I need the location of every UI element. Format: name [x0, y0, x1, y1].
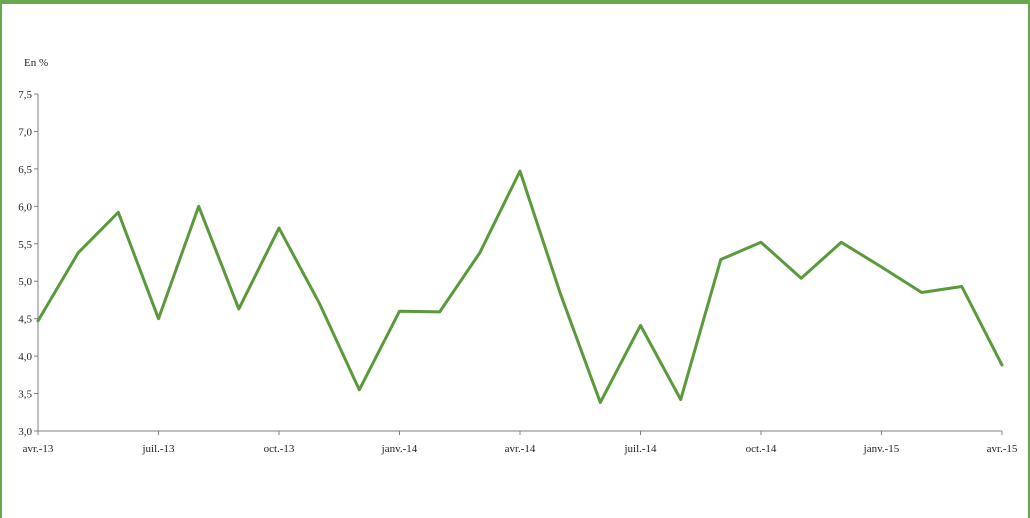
y-tick-label: 3,5 — [18, 389, 32, 401]
y-tick-label: 5,5 — [18, 239, 32, 251]
x-axis: avr.-13 juil.-13 oct.-13 janv.-14 avr.-14 jui… — [23, 430, 1018, 455]
x-tick-label: avr.-14 — [505, 443, 536, 455]
y-tick-label: 4,0 — [18, 351, 32, 363]
x-tick-label: janv.-14 — [381, 443, 418, 455]
y-tick-label: 7,0 — [18, 126, 32, 138]
y-axis: 3,0 3,5 4,0 4,5 5,0 5,5 6,0 6,5 7,0 7,5 — [18, 89, 39, 438]
y-tick-label: 3,0 — [18, 426, 32, 438]
y-tick-label: 4,5 — [18, 314, 32, 326]
x-tick-label: oct.-14 — [746, 443, 777, 455]
y-tick-label: 6,5 — [18, 164, 32, 176]
y-tick-label: 7,5 — [18, 89, 32, 101]
y-axis-unit-label: En % — [24, 57, 48, 69]
series-line — [36, 169, 1004, 404]
y-tick-label: 5,0 — [18, 276, 32, 288]
series-group — [36, 169, 1004, 404]
x-tick-label: janv.-15 — [863, 443, 900, 455]
y-tick-label: 6,0 — [18, 201, 32, 213]
x-tick-label: oct.-13 — [264, 443, 295, 455]
x-tick-label: juil.-13 — [141, 443, 175, 455]
x-tick-label: juil.-14 — [623, 443, 657, 455]
x-tick-label: avr.-15 — [987, 443, 1018, 455]
x-tick-label: avr.-13 — [23, 443, 54, 455]
